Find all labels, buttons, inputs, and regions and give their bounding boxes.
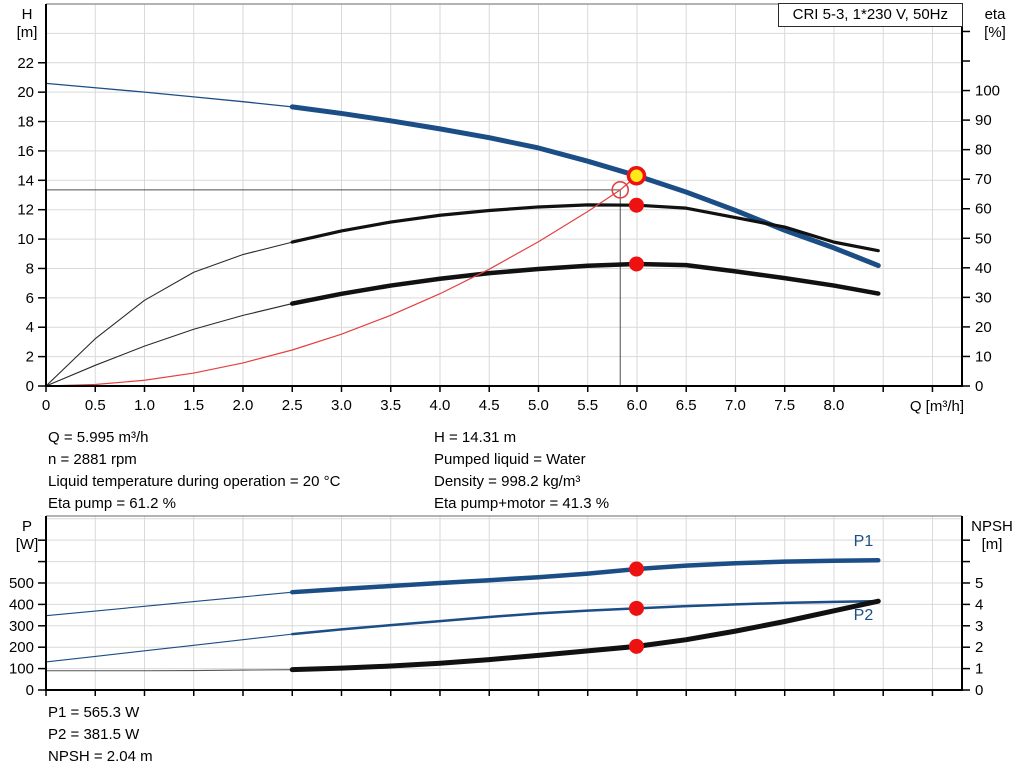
- svg-text:400: 400: [9, 596, 34, 613]
- duty-info-right: H = 14.31 m Pumped liquid = Water Densit…: [434, 427, 609, 515]
- svg-text:12: 12: [17, 202, 34, 219]
- svg-text:2.0: 2.0: [233, 397, 254, 414]
- svg-text:2: 2: [26, 349, 34, 366]
- pump-model-box: CRI 5-3, 1*230 V, 50Hz: [777, 3, 963, 27]
- svg-text:60: 60: [975, 201, 992, 218]
- info-line-q: Q = 5.995 m³/h: [48, 429, 149, 446]
- system-curve: [45, 175, 638, 387]
- eta-pump-motor-point: [628, 256, 644, 272]
- eta-axis-title: eta [%]: [984, 6, 1006, 41]
- svg-text:90: 90: [975, 112, 992, 129]
- npsh-axis-title: NPSH [m]: [971, 518, 1013, 553]
- svg-text:0.5: 0.5: [85, 397, 106, 414]
- svg-text:18: 18: [17, 114, 34, 131]
- svg-text:80: 80: [975, 142, 992, 159]
- svg-text:10: 10: [975, 348, 992, 365]
- svg-text:7.0: 7.0: [725, 397, 746, 414]
- svg-text:50: 50: [975, 230, 992, 247]
- svg-text:30: 30: [975, 289, 992, 306]
- svg-text:14: 14: [17, 172, 34, 189]
- p1-curve: [289, 558, 881, 595]
- svg-text:0: 0: [975, 378, 983, 395]
- q-axis-title: Q [m³/h]: [909, 398, 964, 415]
- svg-text:4.0: 4.0: [430, 397, 451, 414]
- svg-text:300: 300: [9, 618, 34, 635]
- svg-text:0: 0: [26, 378, 34, 395]
- duty-info-left: Q = 5.995 m³/h n = 2881 rpm Liquid tempe…: [48, 427, 340, 515]
- eta-pump-motor: [289, 261, 881, 306]
- svg-text:20: 20: [975, 319, 992, 336]
- eta-pump: [290, 203, 880, 253]
- svg-text:0: 0: [975, 682, 983, 699]
- svg-text:8: 8: [26, 260, 34, 277]
- svg-text:70: 70: [975, 171, 992, 188]
- svg-text:20: 20: [17, 84, 34, 101]
- info-line-n: n = 2881 rpm: [48, 451, 137, 468]
- svg-text:3.0: 3.0: [331, 397, 352, 414]
- info-line-density: Density = 998.2 kg/m³: [434, 473, 581, 490]
- svg-text:500: 500: [9, 575, 34, 592]
- p1-curve-thin: [45, 591, 293, 617]
- svg-text:6.5: 6.5: [676, 397, 697, 414]
- svg-text:6: 6: [26, 290, 34, 307]
- info-line-p1: P1 = 565.3 W: [48, 704, 140, 721]
- svg-text:100: 100: [975, 83, 1000, 100]
- power-info: P1 = 565.3 W P2 = 381.5 W NPSH = 2.04 m: [48, 702, 153, 768]
- svg-text:6.0: 6.0: [627, 397, 648, 414]
- svg-text:5.0: 5.0: [528, 397, 549, 414]
- p-axis-title: P [W]: [15, 518, 39, 553]
- svg-text:1.5: 1.5: [183, 397, 204, 414]
- pump-model-label: CRI 5-3, 1*230 V, 50Hz: [792, 6, 948, 23]
- svg-text:2.5: 2.5: [282, 397, 303, 414]
- svg-text:5: 5: [975, 575, 983, 592]
- p2-point: [628, 600, 644, 616]
- svg-text:0: 0: [26, 682, 34, 699]
- p2-curve-thin: [45, 633, 293, 663]
- qh-curve: [289, 104, 881, 269]
- svg-text:8.0: 8.0: [824, 397, 845, 414]
- svg-text:16: 16: [17, 143, 34, 160]
- svg-text:3: 3: [975, 618, 983, 635]
- svg-text:100: 100: [9, 661, 34, 678]
- svg-text:1: 1: [975, 661, 983, 678]
- info-line-h: H = 14.31 m: [434, 429, 517, 446]
- svg-text:3.5: 3.5: [380, 397, 401, 414]
- npsh-curve-thin: [45, 669, 293, 672]
- svg-text:0: 0: [42, 397, 50, 414]
- info-line-pumped-liquid: Pumped liquid = Water: [434, 451, 586, 468]
- p2-curve-label: P2: [854, 607, 874, 624]
- p2-curve: [290, 599, 880, 636]
- eta-pump-motor-thin: [45, 303, 293, 387]
- svg-text:40: 40: [975, 260, 992, 277]
- svg-text:5.5: 5.5: [577, 397, 598, 414]
- svg-text:1.0: 1.0: [134, 397, 155, 414]
- info-line-eta-pump-motor: Eta pump+motor = 41.3 %: [434, 495, 610, 512]
- info-line-eta-pump: Eta pump = 61.2 %: [48, 495, 176, 512]
- eta-pump-thin: [45, 241, 293, 387]
- npsh-curve: [289, 598, 881, 673]
- svg-text:4: 4: [975, 596, 983, 613]
- eta-pump-point: [628, 197, 644, 213]
- duty-point-request: [611, 181, 630, 199]
- svg-text:4: 4: [26, 319, 34, 336]
- svg-text:4.5: 4.5: [479, 397, 500, 414]
- p1-curve-label: P1: [854, 533, 874, 550]
- svg-text:2: 2: [975, 639, 983, 656]
- info-line-npsh: NPSH = 2.04 m: [48, 748, 153, 765]
- svg-text:200: 200: [9, 639, 34, 656]
- h-axis-title: H [m]: [16, 6, 38, 41]
- svg-text:22: 22: [17, 55, 34, 72]
- svg-text:7.5: 7.5: [774, 397, 795, 414]
- qh-curve-thin: [45, 82, 293, 108]
- info-line-p2: P2 = 381.5 W: [48, 726, 140, 743]
- svg-text:10: 10: [17, 231, 34, 248]
- operating-point: [626, 166, 647, 186]
- info-line-liquid-temp: Liquid temperature during operation = 20…: [48, 473, 341, 490]
- npsh-point: [628, 638, 644, 654]
- p1-point: [628, 561, 644, 577]
